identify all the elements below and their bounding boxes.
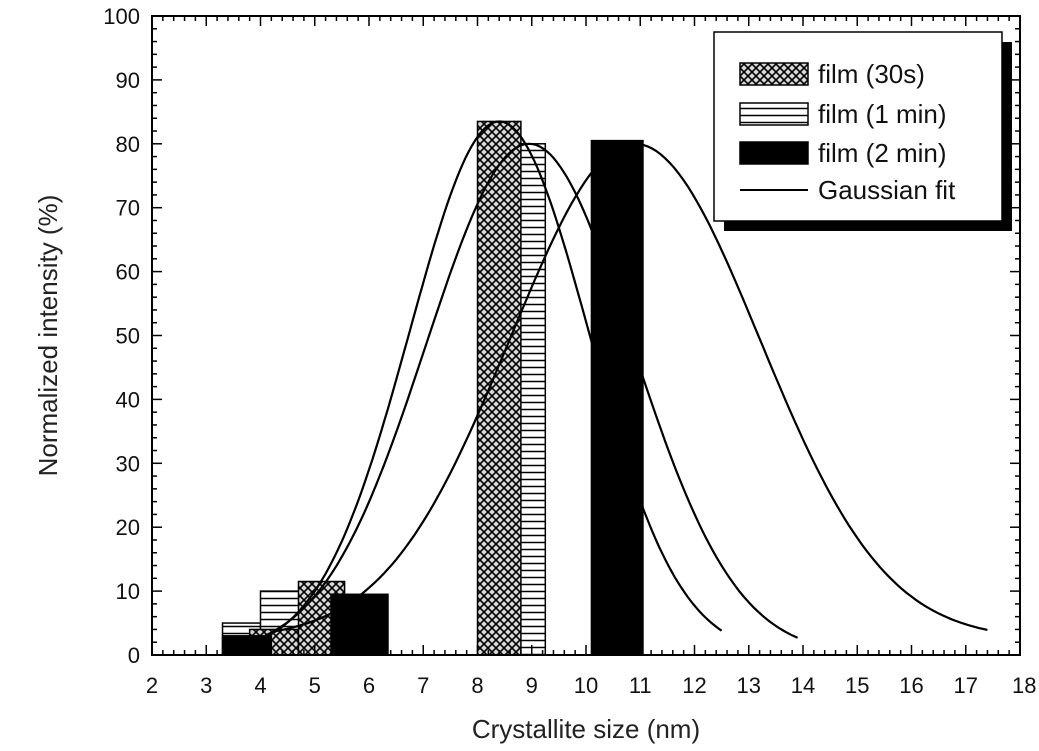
x-tick-label: 9 (526, 673, 538, 698)
x-tick-label: 6 (363, 673, 375, 698)
x-tick-labels: 2 3 4 5 6 7 8 9 10 11 12 13 14 15 16 17 18 (146, 673, 1037, 698)
legend-symbol-horizontal-lines (739, 102, 809, 126)
y-tick-label: 90 (116, 68, 140, 93)
x-tick-label: 11 (629, 673, 652, 698)
ticks-layer (151, 15, 1021, 656)
legend-label: film (2 min) (818, 138, 947, 168)
x-tick-label: 3 (200, 673, 212, 698)
x-tick-label: 15 (845, 673, 869, 698)
y-tick-label: 20 (116, 515, 140, 540)
x-tick-label: 13 (737, 673, 761, 698)
x-tick-label: 7 (417, 673, 429, 698)
bar-solid-black-1 (330, 593, 389, 656)
legend-label: film (30s) (818, 59, 925, 89)
legend-label: film (1 min) (818, 99, 947, 129)
y-tick-label: 70 (116, 196, 140, 221)
x-tick-label: 10 (574, 673, 598, 698)
y-axis-title: Normalized intensity (%) (33, 195, 63, 477)
y-tick-label: 50 (116, 324, 140, 349)
y-tick-label: 80 (116, 132, 140, 157)
x-tick-label: 16 (899, 673, 923, 698)
gaussian-fit-curve-1 (254, 142, 799, 642)
bar-solid-black-2 (590, 139, 644, 656)
x-tick-label: 4 (254, 673, 266, 698)
bar-crosshatch-2 (476, 120, 522, 656)
y-tick-label: 40 (116, 387, 140, 412)
x-tick-label: 2 (146, 673, 158, 698)
legend-symbol-solid-black (739, 141, 809, 165)
gaussian-fit-curve-0 (222, 120, 723, 652)
y-tick-label: 0 (128, 643, 140, 668)
y-tick-label: 100 (103, 4, 140, 29)
x-tick-label: 5 (309, 673, 321, 698)
legend-label: Gaussian fit (818, 175, 956, 205)
gaussian-fits-layer (222, 120, 988, 652)
x-axis-title: Crystallite size (nm) (472, 714, 700, 744)
x-tick-label: 8 (471, 673, 483, 698)
y-tick-label: 10 (116, 579, 140, 604)
y-tick-label: 60 (116, 260, 140, 285)
x-tick-label: 17 (954, 673, 978, 698)
x-tick-label: 12 (682, 673, 706, 698)
gaussian-fit-curve-2 (271, 142, 988, 633)
y-tick-label: 30 (116, 451, 140, 476)
legend: film (30s) film (1 min) film (2 min) Gaussi… (713, 31, 1012, 231)
x-tick-label: 14 (791, 673, 815, 698)
y-tick-labels: 0 10 20 30 40 50 60 70 80 90 100 (103, 4, 140, 668)
x-tick-label: 18 (1012, 673, 1036, 698)
legend-symbol-crosshatch (739, 62, 809, 86)
